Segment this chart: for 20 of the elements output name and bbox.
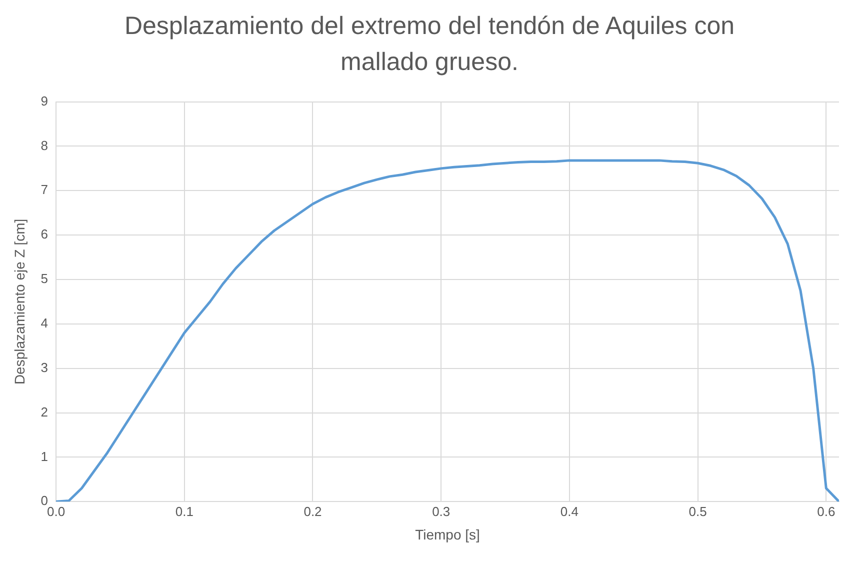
y-tick-label: 1 — [40, 448, 48, 464]
y-axis-title: Desplazamiento eje Z [cm] — [11, 218, 28, 385]
y-tick-label: 3 — [40, 360, 48, 375]
x-tick-label: 0.5 — [688, 504, 707, 519]
x-tick-label: 0.2 — [304, 504, 322, 519]
y-tick-label: 9 — [40, 93, 48, 108]
y-tick-label: 0 — [40, 493, 48, 508]
y-tick-label: 5 — [40, 271, 48, 286]
x-axis-title: Tiempo [s] — [415, 526, 480, 542]
y-tick-label: 8 — [40, 138, 48, 153]
x-tick-label: 0.3 — [432, 504, 450, 519]
x-tick-label: 0.0 — [46, 504, 66, 519]
y-tick-label: 6 — [40, 226, 48, 242]
y-tick-label: 2 — [40, 404, 48, 420]
x-tick-label: 0.4 — [560, 504, 578, 519]
y-tick-label: 4 — [40, 315, 48, 330]
chart-title: Desplazamiento del extremo del tendón de Aquiles con mallado grueso. — [123, 11, 736, 78]
x-tick-label: 0.6 — [817, 504, 836, 519]
y-tick-label: 7 — [40, 182, 48, 198]
x-tick-label: 0.1 — [175, 504, 194, 519]
